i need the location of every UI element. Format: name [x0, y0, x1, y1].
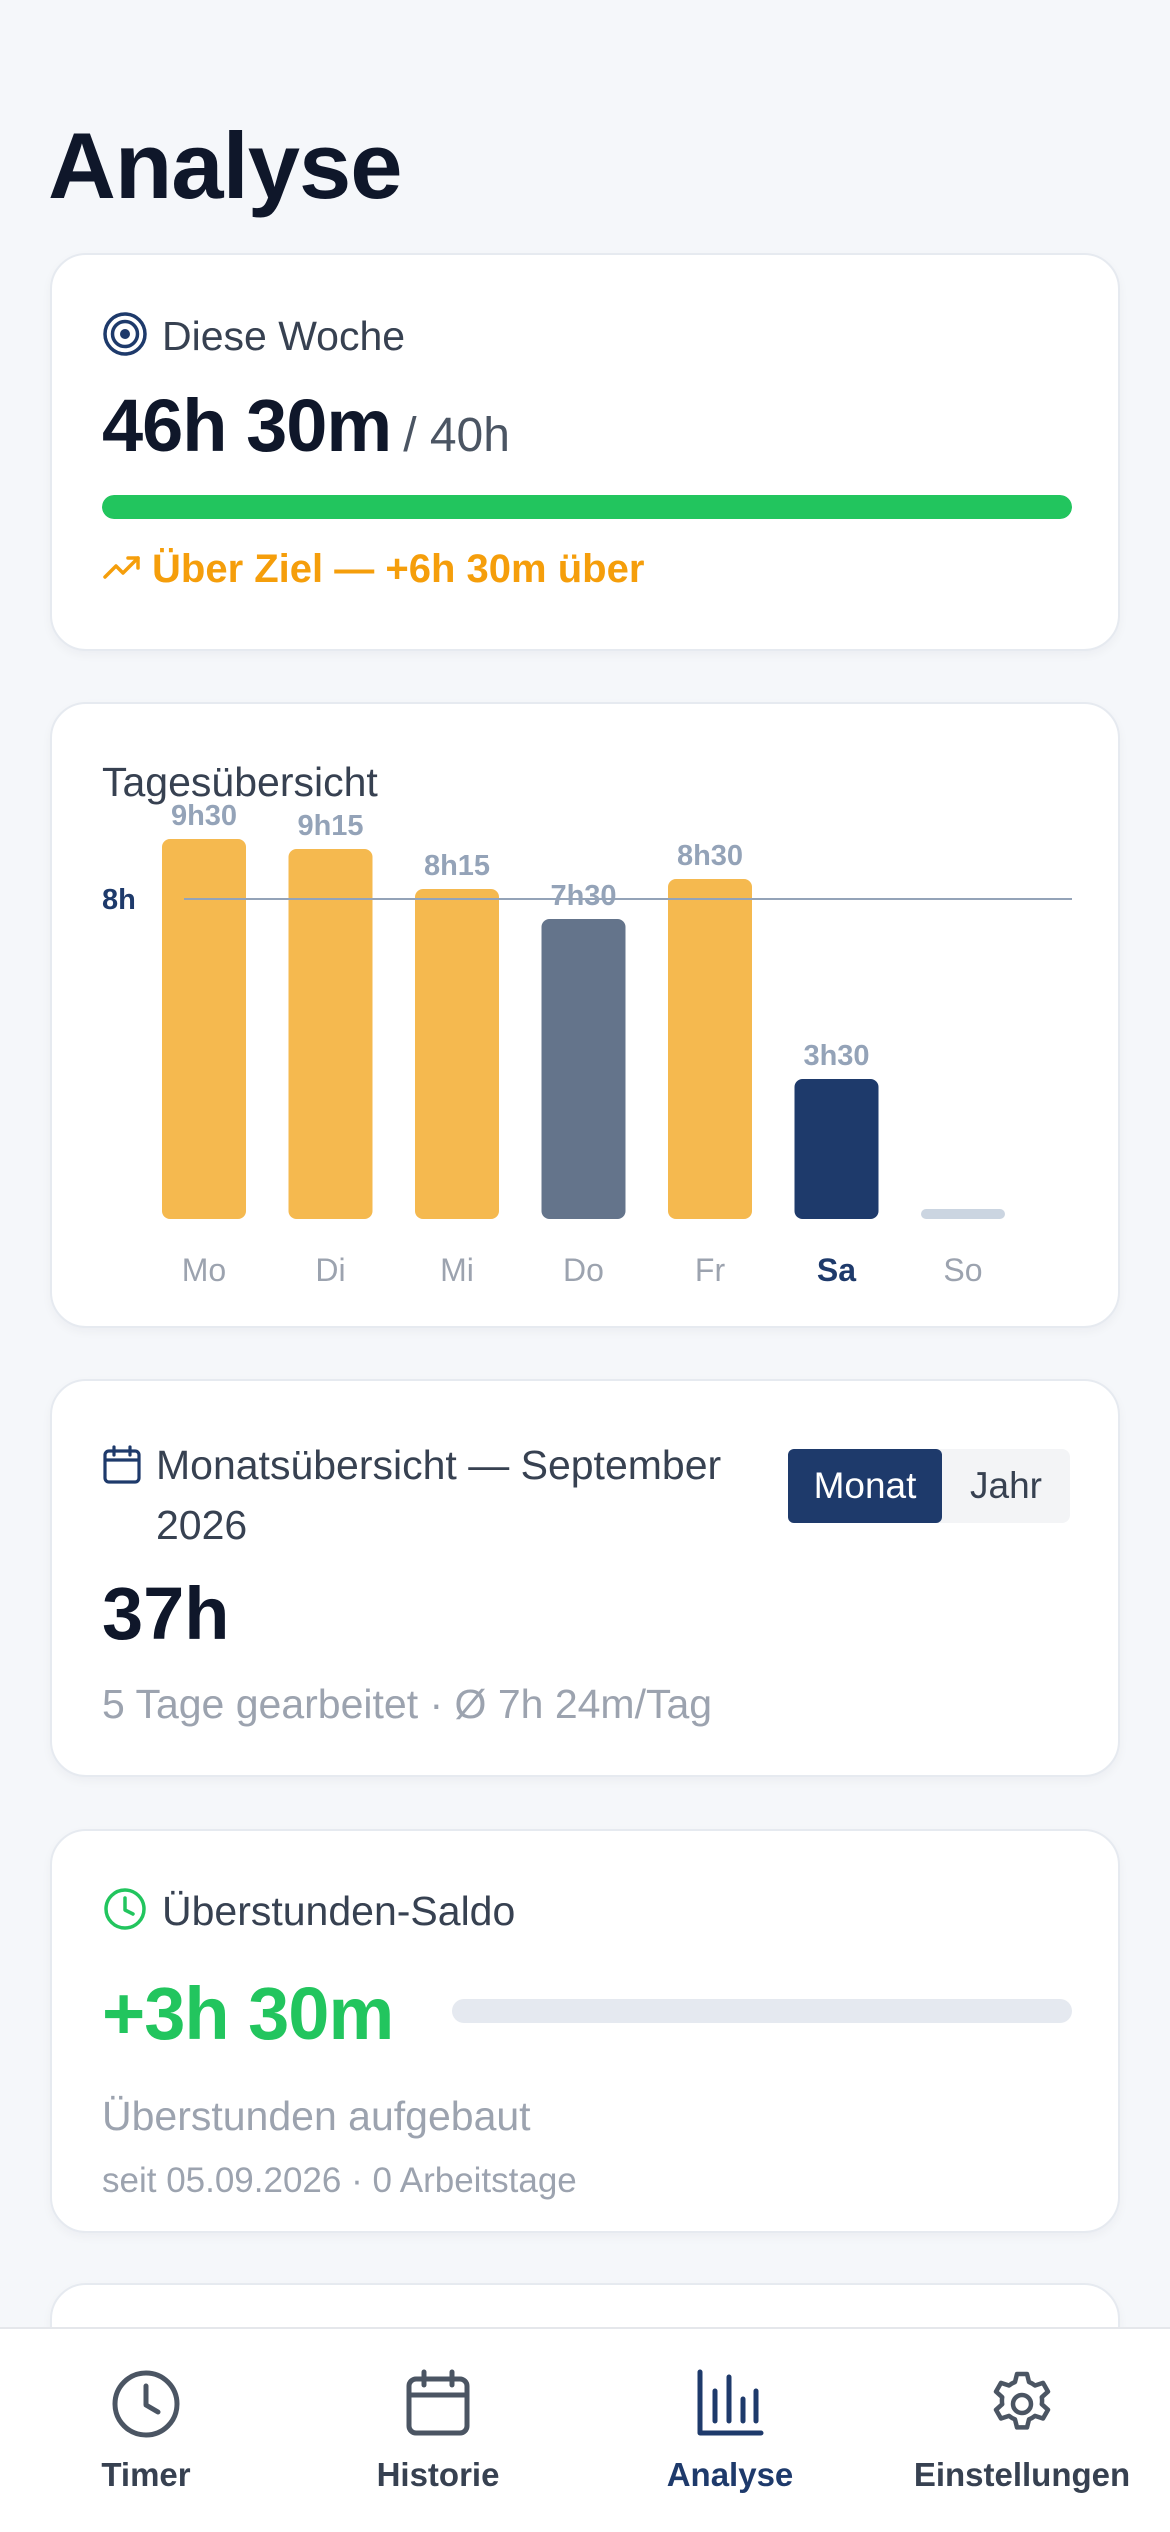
x-tick-label: Fr: [695, 1252, 726, 1288]
x-tick-label: Mo: [182, 1252, 226, 1288]
week-summary-card: Diese Woche 46h 30m / 40h Über Ziel — +6…: [50, 253, 1120, 651]
week-total-row: 46h 30m / 40h: [102, 383, 510, 468]
calendar-icon: [403, 2369, 473, 2444]
bar-chart-icon: [695, 2369, 765, 2444]
period-toggle: Monat Jahr: [788, 1449, 1070, 1523]
week-progress-bar: [102, 495, 1072, 519]
bar-value-label: 3h30: [803, 1040, 869, 1072]
nav-item-historie[interactable]: Historie: [308, 2369, 568, 2494]
week-label: Diese Woche: [162, 313, 406, 359]
bar-so: [921, 1209, 1005, 1219]
month-total: 37h: [102, 1572, 230, 1655]
x-tick-label: Sa: [817, 1252, 856, 1288]
overtime-header: Überstunden-Saldo: [102, 1886, 515, 1937]
bar-value-label: 7h30: [550, 880, 616, 912]
overtime-since: seit 05.09.2026 · 0 Arbeitstage: [102, 2161, 577, 2200]
nav-item-timer[interactable]: Timer: [16, 2369, 276, 2494]
week-header: Diese Woche: [102, 311, 405, 362]
daily-bar-chart: 9h30 Mo 9h15 Di 8h15 Mi 7h30 Do 8h30 Fr 3h30 Sa So 8h: [102, 800, 1072, 1288]
clock-icon: [111, 2369, 181, 2444]
x-tick-label: Di: [315, 1252, 345, 1288]
bar-di: [288, 849, 373, 1219]
nav-item-analyse[interactable]: Analyse: [600, 2369, 860, 2494]
overtime-value: +3h 30m: [102, 1972, 394, 2055]
bar-sa: [794, 1079, 879, 1219]
target-line-label: 8h: [102, 884, 136, 916]
bar-value-label: 9h15: [297, 810, 363, 842]
nav-label-historie: Historie: [376, 2456, 500, 2493]
clock-icon: [102, 1886, 148, 1937]
target-icon: [102, 311, 148, 362]
overtime-card: Überstunden-Saldo +3h 30m Überstunden au…: [50, 1829, 1120, 2233]
trending-up-icon: [102, 547, 142, 592]
overtime-bar: [452, 1999, 1072, 2023]
overtime-status: Überstunden aufgebaut: [102, 2093, 531, 2139]
month-summary: 5 Tage gearbeitet · Ø 7h 24m/Tag: [102, 1681, 713, 1727]
toggle-month[interactable]: Monat: [788, 1449, 942, 1523]
month-overview-card: Monatsübersicht — September 2026 Monat J…: [50, 1379, 1120, 1777]
week-status-text: Über Ziel — +6h 30m über: [152, 547, 645, 591]
bar-value-label: 9h30: [171, 800, 237, 832]
bar-do: [541, 919, 626, 1219]
nav-label-einstellungen: Einstellungen: [913, 2456, 1131, 2493]
page-title: Analyse: [48, 113, 403, 218]
nav-label-timer: Timer: [101, 2456, 191, 2493]
x-tick-label: Mi: [440, 1252, 474, 1288]
month-label: Monatsübersicht — September 2026: [156, 1442, 722, 1548]
week-total: 46h 30m: [102, 384, 392, 467]
bottom-nav: Timer Historie: [0, 2327, 1170, 2532]
week-goal: / 40h: [403, 409, 510, 462]
nav-label-analyse: Analyse: [666, 2456, 794, 2493]
month-header: Monatsübersicht — September 2026: [102, 1435, 742, 1555]
week-progress-fill: [102, 495, 1072, 519]
bar-value-label: 8h15: [424, 850, 490, 882]
gear-icon: [987, 2369, 1057, 2444]
overtime-label: Überstunden-Saldo: [162, 1888, 516, 1934]
calendar-icon: [102, 1445, 142, 1490]
chart-title: Tagesübersicht: [102, 759, 378, 805]
bar-mo: [162, 839, 246, 1219]
nav-item-einstellungen[interactable]: Einstellungen: [892, 2369, 1152, 2494]
bar-fr: [668, 879, 752, 1219]
x-tick-label: Do: [563, 1252, 604, 1288]
daily-overview-card: Tagesübersicht 9h30 Mo 9h15 Di 8h15 Mi 7h30 Do 8…: [50, 702, 1120, 1328]
week-status: Über Ziel — +6h 30m über: [102, 547, 644, 592]
toggle-year[interactable]: Jahr: [970, 1465, 1042, 1506]
bar-value-label: 8h30: [677, 840, 743, 872]
x-tick-label: So: [943, 1252, 982, 1288]
bar-mi: [415, 889, 499, 1219]
